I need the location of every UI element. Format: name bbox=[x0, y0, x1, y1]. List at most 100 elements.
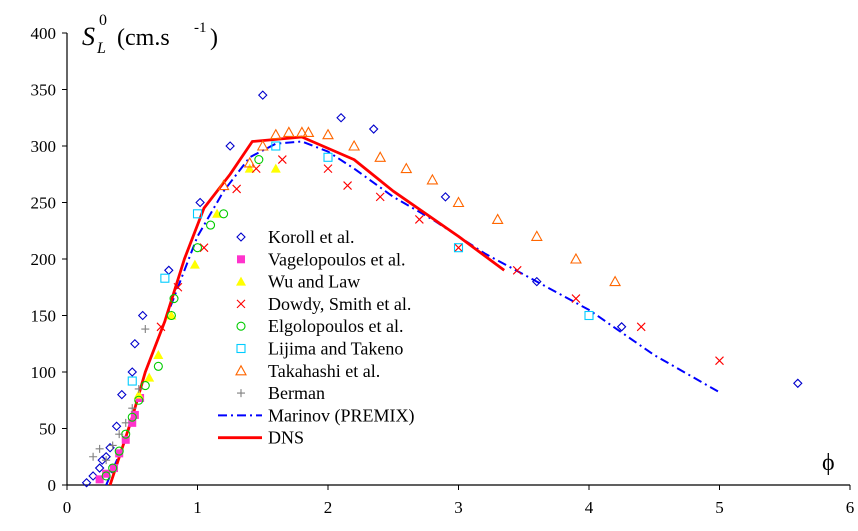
data-point bbox=[322, 128, 334, 140]
legend-swatch bbox=[236, 299, 246, 309]
legend-swatch bbox=[237, 255, 245, 264]
data-point bbox=[134, 384, 143, 393]
y-axis-units-exp: -1 bbox=[194, 20, 207, 36]
x-axis-title: ϕ bbox=[822, 450, 835, 476]
data-point bbox=[102, 456, 111, 465]
data-point bbox=[95, 475, 104, 484]
data-point bbox=[440, 192, 451, 202]
data-point bbox=[584, 310, 594, 321]
data-point bbox=[128, 404, 137, 413]
data-point bbox=[156, 322, 166, 332]
series-wu-and-law bbox=[133, 163, 281, 399]
data-point bbox=[244, 163, 255, 173]
data-point bbox=[195, 197, 205, 208]
legend: Koroll et al.Vagelopoulos et al. Wu and L… bbox=[218, 227, 415, 448]
data-point bbox=[225, 141, 235, 151]
data-point bbox=[95, 444, 104, 453]
series-vagelopoulos-et-al bbox=[95, 393, 145, 484]
data-point bbox=[121, 435, 130, 444]
data-point bbox=[206, 220, 216, 230]
data-point bbox=[108, 463, 118, 473]
data-point bbox=[140, 381, 150, 391]
data-point bbox=[144, 372, 155, 382]
y-axis-units-close: ) bbox=[210, 25, 218, 51]
data-point bbox=[454, 243, 463, 253]
data-point bbox=[192, 209, 203, 219]
data-point bbox=[137, 310, 148, 321]
legend-label: Takahashi et al. bbox=[268, 361, 380, 381]
data-point bbox=[133, 389, 144, 399]
legend-swatch bbox=[235, 364, 247, 376]
data-point bbox=[348, 139, 361, 151]
data-point bbox=[121, 418, 130, 427]
data-point bbox=[530, 230, 543, 241]
y-axis-title: S0 L (cm.s -1) bbox=[82, 12, 218, 57]
data-point bbox=[153, 350, 164, 360]
series-koroll-et-al bbox=[81, 90, 803, 488]
data-point bbox=[282, 126, 295, 137]
data-point bbox=[251, 164, 261, 173]
x-tick-label: 1 bbox=[193, 498, 202, 517]
data-point bbox=[115, 430, 124, 439]
data-point bbox=[257, 90, 268, 100]
legend-swatch bbox=[236, 276, 246, 286]
legend-label: Wu and Law bbox=[268, 272, 360, 292]
data-point bbox=[108, 441, 117, 450]
x-tick-label: 3 bbox=[454, 498, 463, 517]
data-point bbox=[219, 209, 229, 219]
data-point bbox=[374, 151, 387, 162]
data-point bbox=[94, 463, 105, 473]
series-line-dns bbox=[108, 135, 506, 486]
data-point bbox=[134, 395, 144, 405]
legend-swatch bbox=[236, 343, 246, 354]
data-point bbox=[199, 243, 209, 253]
data-point bbox=[127, 412, 137, 422]
data-point bbox=[88, 471, 98, 481]
data-point bbox=[164, 265, 174, 276]
data-point bbox=[81, 477, 92, 488]
y-axis-symbol-sub: L bbox=[96, 40, 106, 57]
data-point bbox=[269, 128, 282, 140]
data-point bbox=[452, 196, 465, 208]
data-point bbox=[141, 325, 150, 334]
data-point bbox=[109, 464, 118, 473]
data-point bbox=[323, 152, 333, 162]
series-lijima-and-takeno bbox=[127, 141, 594, 386]
data-point bbox=[153, 361, 163, 371]
data-point bbox=[277, 155, 287, 164]
data-point bbox=[243, 156, 256, 168]
y-tick-label: 100 bbox=[31, 363, 57, 382]
data-point bbox=[295, 126, 308, 137]
series-dowdy-smith-et-al bbox=[156, 155, 724, 366]
data-point bbox=[128, 418, 137, 427]
data-point bbox=[491, 213, 504, 224]
legend-swatch bbox=[237, 389, 245, 398]
data-point bbox=[793, 378, 803, 389]
y-tick-label: 400 bbox=[31, 24, 57, 43]
data-point bbox=[101, 471, 111, 481]
x-tick-label: 5 bbox=[715, 498, 724, 517]
data-point bbox=[232, 184, 242, 194]
data-point bbox=[217, 179, 230, 191]
data-point bbox=[343, 181, 352, 190]
x-tick-label: 2 bbox=[324, 498, 333, 517]
y-tick-label: 250 bbox=[31, 194, 57, 213]
data-point bbox=[160, 273, 170, 283]
y-axis-symbol-sup: 0 bbox=[99, 12, 107, 29]
y-axis-units: (cm.s bbox=[117, 25, 170, 51]
data-point bbox=[271, 141, 281, 151]
legend-label: Koroll et al. bbox=[268, 227, 354, 247]
legend-label: Dowdy, Smith et al. bbox=[268, 294, 411, 314]
y-axis-symbol: S bbox=[82, 22, 95, 51]
data-point bbox=[89, 452, 98, 461]
data-point bbox=[323, 164, 333, 173]
data-point bbox=[414, 215, 424, 224]
data-point bbox=[375, 192, 385, 202]
data-point bbox=[173, 282, 183, 292]
data-point bbox=[115, 449, 124, 458]
data-point bbox=[254, 155, 264, 165]
legend-label: Elgolopoulos et al. bbox=[268, 316, 403, 336]
data-point bbox=[368, 124, 379, 134]
legend-label: Vagelopoulos et al. bbox=[268, 249, 405, 269]
